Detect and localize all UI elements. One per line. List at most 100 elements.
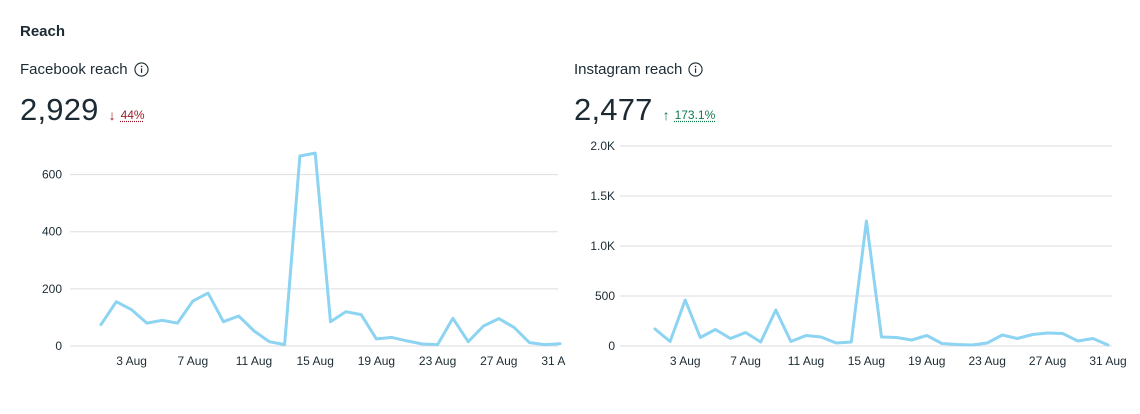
data-point[interactable] bbox=[252, 329, 256, 333]
y-tick-label: 2.0K bbox=[590, 139, 615, 153]
data-point[interactable] bbox=[653, 327, 657, 331]
instagram-reach-chart: 0 500 1.0K 1.5K 2.0K 3 Aug 7 Aug 11 Aug 15 Aug 19… bbox=[590, 139, 1126, 368]
x-tick-label: 31 Aug bbox=[541, 354, 566, 368]
facebook-reach-title: Facebook reach bbox=[20, 61, 128, 78]
y-tick-label: 0 bbox=[608, 339, 615, 353]
instagram-reach-delta[interactable]: ↑ 173.1% bbox=[663, 107, 716, 123]
data-point[interactable] bbox=[221, 320, 225, 324]
data-point[interactable] bbox=[955, 343, 959, 347]
data-point[interactable] bbox=[176, 321, 180, 325]
data-point[interactable] bbox=[940, 342, 944, 346]
data-point[interactable] bbox=[1015, 337, 1019, 341]
x-tick-label: 31 Aug bbox=[1089, 354, 1126, 368]
data-point[interactable] bbox=[313, 151, 317, 155]
data-point[interactable] bbox=[206, 291, 210, 295]
facebook-reach-label: Facebook reach bbox=[20, 61, 149, 78]
data-point[interactable] bbox=[683, 298, 687, 302]
data-point[interactable] bbox=[895, 336, 899, 340]
data-point[interactable] bbox=[864, 219, 868, 223]
data-point[interactable] bbox=[744, 331, 748, 335]
facebook-reach-chart: 0 200 400 600 3 Aug 7 Aug 11 Aug 15 Aug 19 Aug 23… bbox=[42, 151, 566, 368]
y-tick-label: 0 bbox=[55, 339, 62, 353]
data-point[interactable] bbox=[789, 340, 793, 344]
data-point[interactable] bbox=[237, 314, 241, 318]
info-icon[interactable] bbox=[688, 62, 704, 77]
x-tick-label: 23 Aug bbox=[419, 354, 456, 368]
data-point[interactable] bbox=[910, 338, 914, 342]
data-point[interactable] bbox=[558, 342, 562, 346]
info-icon[interactable] bbox=[133, 62, 149, 77]
facebook-reach-value: 2,929 bbox=[20, 92, 99, 127]
x-tick-label: 3 Aug bbox=[670, 354, 701, 368]
data-point[interactable] bbox=[970, 343, 974, 347]
data-point[interactable] bbox=[405, 339, 409, 343]
data-point[interactable] bbox=[713, 328, 717, 332]
data-point[interactable] bbox=[1000, 333, 1004, 337]
facebook-reach-delta-percent: 44% bbox=[120, 108, 145, 122]
y-tick-label: 1.0K bbox=[590, 239, 615, 253]
data-point[interactable] bbox=[849, 340, 853, 344]
section-title: Reach bbox=[20, 23, 66, 40]
data-point[interactable] bbox=[497, 317, 501, 321]
data-point[interactable] bbox=[698, 336, 702, 340]
data-point[interactable] bbox=[99, 323, 103, 327]
series-line bbox=[99, 151, 562, 347]
x-tick-label: 19 Aug bbox=[358, 354, 395, 368]
data-point[interactable] bbox=[1106, 343, 1110, 347]
x-tick-label: 23 Aug bbox=[969, 354, 1006, 368]
x-tick-label: 15 Aug bbox=[848, 354, 885, 368]
data-point[interactable] bbox=[1091, 337, 1095, 341]
data-point[interactable] bbox=[759, 340, 763, 344]
data-point[interactable] bbox=[512, 325, 516, 329]
instagram-reach-metric: 2,477 ↑ 173.1% bbox=[574, 92, 715, 128]
data-point[interactable] bbox=[1076, 339, 1080, 343]
y-tick-label: 500 bbox=[595, 289, 615, 303]
data-point[interactable] bbox=[145, 321, 149, 325]
data-point[interactable] bbox=[543, 343, 547, 347]
instagram-reach-label: Instagram reach bbox=[574, 61, 704, 78]
data-point[interactable] bbox=[1046, 331, 1050, 335]
data-point[interactable] bbox=[390, 335, 394, 339]
data-point[interactable] bbox=[298, 154, 302, 158]
data-point[interactable] bbox=[344, 310, 348, 314]
data-point[interactable] bbox=[114, 300, 118, 304]
data-point[interactable] bbox=[329, 320, 333, 324]
data-point[interactable] bbox=[527, 341, 531, 345]
x-tick-label: 11 Aug bbox=[788, 354, 824, 368]
x-tick-label: 7 Aug bbox=[177, 354, 208, 368]
data-point[interactable] bbox=[925, 334, 929, 338]
data-point[interactable] bbox=[420, 342, 424, 346]
data-point[interactable] bbox=[804, 334, 808, 338]
data-point[interactable] bbox=[482, 324, 486, 328]
y-tick-label: 1.5K bbox=[590, 189, 615, 203]
y-tick-label: 600 bbox=[42, 168, 62, 182]
data-point[interactable] bbox=[466, 340, 470, 344]
data-point[interactable] bbox=[451, 316, 455, 320]
instagram-reach-value: 2,477 bbox=[574, 92, 653, 127]
data-point[interactable] bbox=[774, 308, 778, 312]
x-tick-label: 11 Aug bbox=[236, 354, 272, 368]
data-point[interactable] bbox=[436, 343, 440, 347]
series-line bbox=[653, 219, 1110, 347]
x-tick-label: 7 Aug bbox=[730, 354, 761, 368]
data-point[interactable] bbox=[130, 308, 134, 312]
data-point[interactable] bbox=[191, 299, 195, 303]
data-point[interactable] bbox=[359, 313, 363, 317]
data-point[interactable] bbox=[160, 318, 164, 322]
data-point[interactable] bbox=[267, 340, 271, 344]
data-point[interactable] bbox=[1061, 332, 1065, 336]
data-point[interactable] bbox=[985, 341, 989, 345]
data-point[interactable] bbox=[880, 335, 884, 339]
x-tick-label: 15 Aug bbox=[297, 354, 334, 368]
data-point[interactable] bbox=[1031, 333, 1035, 337]
data-point[interactable] bbox=[283, 343, 287, 347]
facebook-reach-panel: Facebook reach 2,929 ↓ 44% 0 200 400 600 3 A… bbox=[0, 0, 566, 414]
data-point[interactable] bbox=[834, 341, 838, 345]
arrow-up-icon: ↑ bbox=[662, 107, 670, 123]
data-point[interactable] bbox=[374, 337, 378, 341]
data-point[interactable] bbox=[729, 337, 733, 341]
facebook-reach-delta[interactable]: ↓ 44% bbox=[109, 107, 145, 123]
x-tick-label: 27 Aug bbox=[1029, 354, 1066, 368]
data-point[interactable] bbox=[819, 335, 823, 339]
data-point[interactable] bbox=[668, 340, 672, 344]
